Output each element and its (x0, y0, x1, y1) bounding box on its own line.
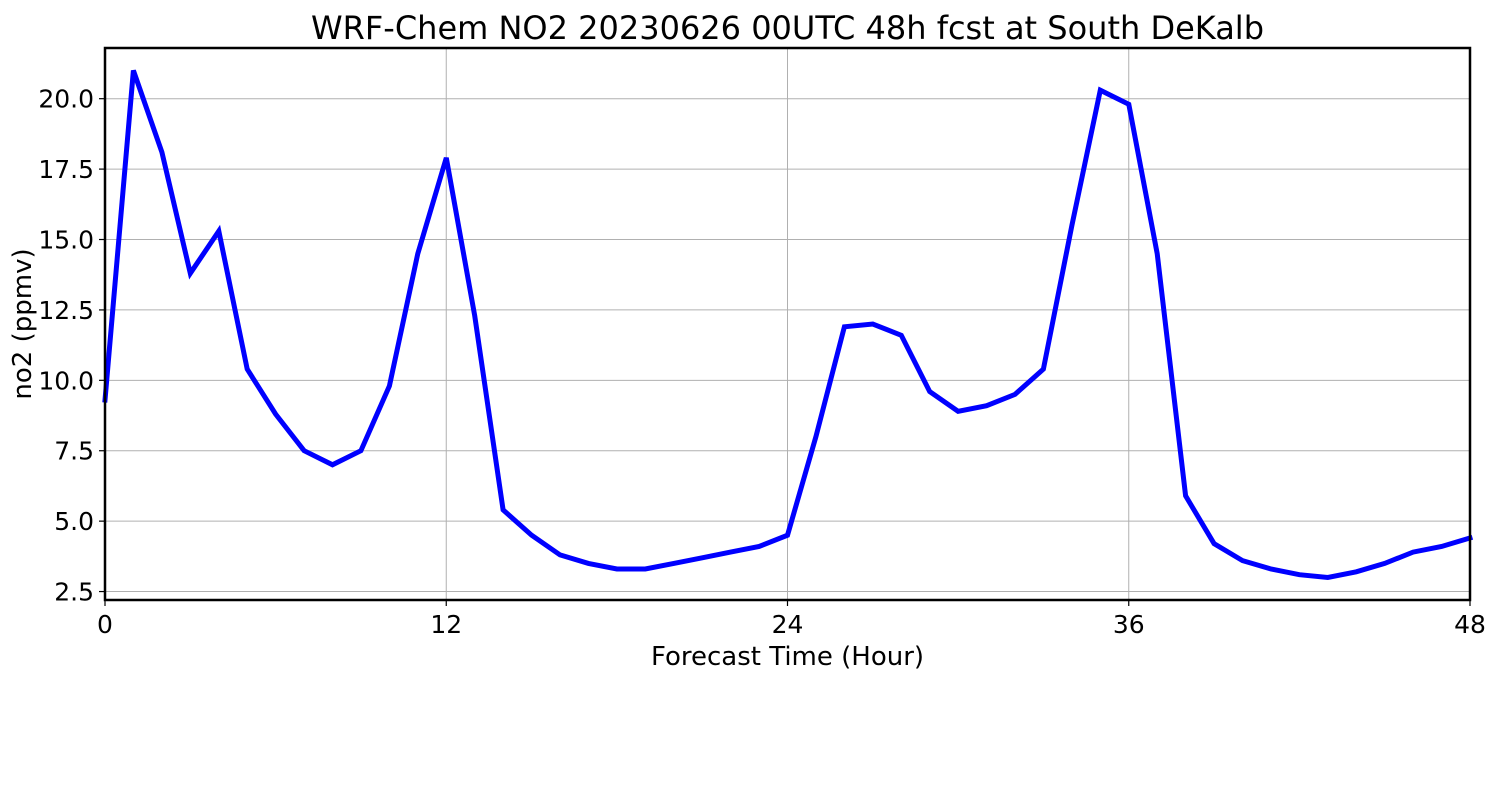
y-axis-title: no2 (ppmv) (8, 248, 38, 399)
x-tick-label: 0 (97, 610, 113, 639)
x-tick-label: 36 (1113, 610, 1145, 639)
y-tick-label: 12.5 (38, 296, 94, 325)
ticks: 0 12 24 36 48 2.5 5.0 7.5 10.0 12.5 15.0 17.5 20.0 (38, 85, 1486, 639)
grid (104, 48, 1471, 600)
y-tick-label: 20.0 (38, 85, 94, 114)
x-tick-label: 24 (772, 610, 804, 639)
chart-title: WRF-Chem NO2 20230626 00UTC 48h fcst at … (311, 9, 1264, 47)
x-tick-label: 12 (430, 610, 462, 639)
series-layer (102, 69, 1474, 581)
y-tick-label: 2.5 (54, 578, 94, 607)
x-axis-title: Forecast Time (Hour) (651, 642, 924, 672)
y-tick-label: 5.0 (54, 507, 94, 536)
y-tick-label: 15.0 (38, 226, 94, 255)
no2-series-line (102, 69, 1474, 581)
y-tick-label: 7.5 (54, 437, 94, 466)
x-tick-label: 48 (1454, 610, 1486, 639)
y-tick-label: 17.5 (38, 155, 94, 184)
y-tick-label: 10.0 (38, 366, 94, 395)
